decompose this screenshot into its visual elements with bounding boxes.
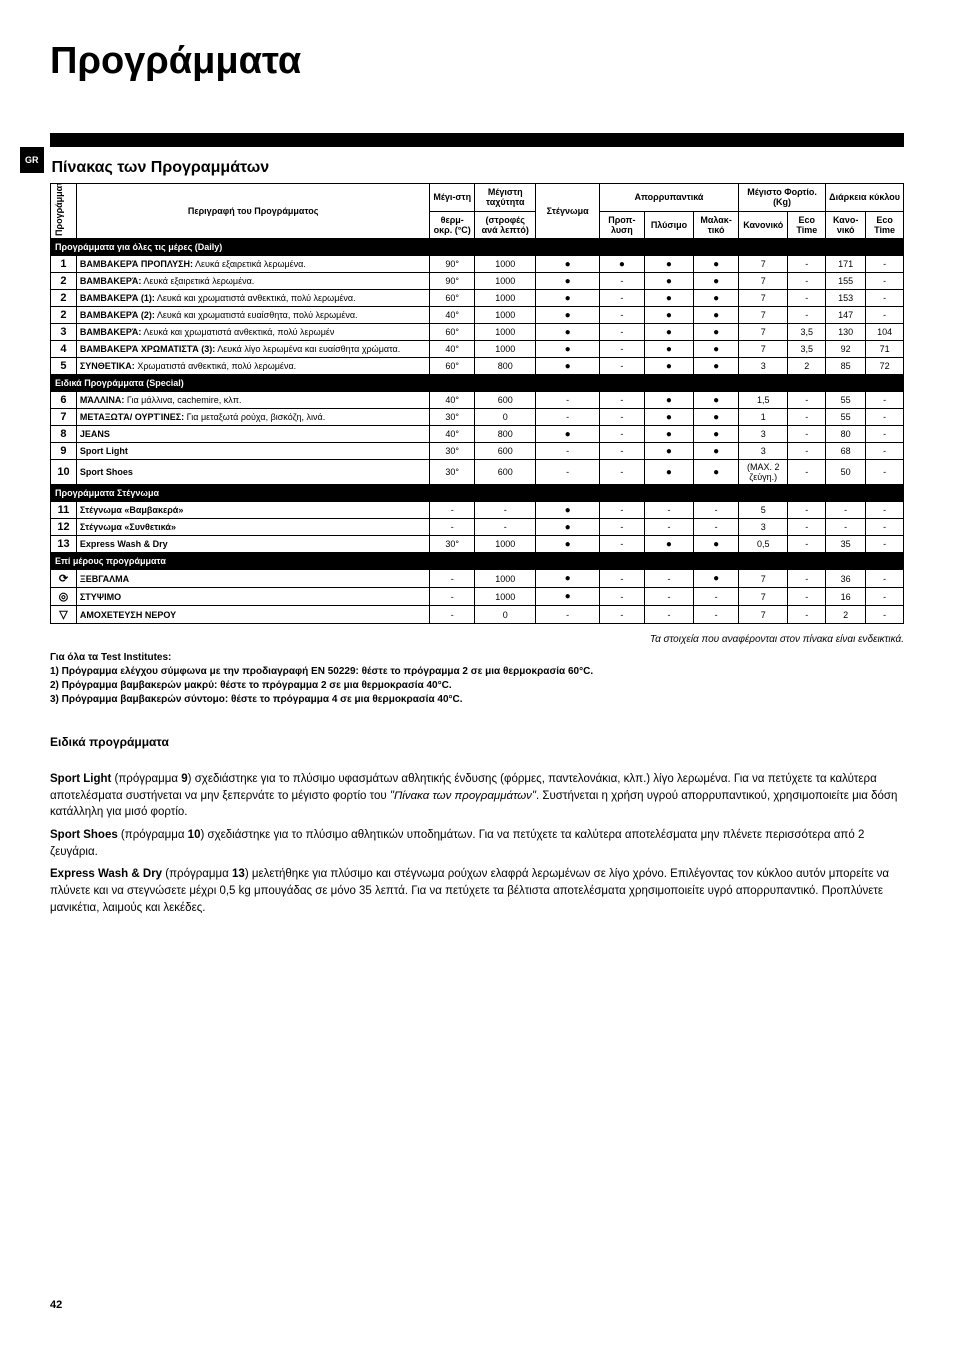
col-temp-top: Μέγι-στη [430, 184, 475, 212]
col-l1: Κανονικό [738, 211, 787, 239]
table-row: 6ΜΆΛΛΙΝΑ: Για μάλλινα, cachemire, κλπ.40… [51, 392, 904, 409]
table-row: 12Στέγνωμα «Συνθετικά»-----3--- [51, 519, 904, 536]
table-row: 8JEANS40°800-3-80- [51, 426, 904, 443]
col-d2: Πλύσιμο [644, 211, 693, 239]
table-row: 7ΜΕΤΑΞΩΤΆ/ ΟΥΡΤΊΝΕΣ: Για μεταξωτά ρούχα,… [51, 409, 904, 426]
col-d1: Προπ-λυση [599, 211, 644, 239]
table-row: 1ΒΑΜΒΑΚΕΡΆ ΠΡΟΠΛΥΣΗ: Λευκά εξαιρετικά λε… [51, 256, 904, 273]
table-row: 2ΒΑΜΒΑΚΕΡΆ (1): Λευκά και χρωματιστά ανθ… [51, 290, 904, 307]
col-du2: Eco Time [866, 211, 904, 239]
test-line: 3) Πρόγραμμα βαμβακερών σύντομο: θέστε τ… [50, 693, 904, 707]
table-section-row: Ειδικά Προγράμματα (Special) [51, 375, 904, 392]
table-section-row: Προγράμματα Στέγνωμα [51, 485, 904, 502]
body-paragraph: Sport Shoes (πρόγραμμα 10) σχεδιάστηκε γ… [50, 827, 904, 860]
table-row: 2ΒΑΜΒΑΚΕΡΆ (2): Λευκά και χρωματιστά ευα… [51, 307, 904, 324]
col-prog: Προγράμματα [54, 186, 64, 236]
test-title: Για όλα τα Test Institutes: [50, 651, 904, 665]
table-row: ◎ΣΤΥΨΙΜΟ-1000---7-16- [51, 588, 904, 606]
col-load: Μέγιστο Φορτίο. (Kg) [738, 184, 825, 212]
lang-badge: GR [20, 147, 44, 173]
table-row: ▽ΑΜΟΧΕΤΕΥΣΗ ΝΕΡΟΥ-0----7-2- [51, 606, 904, 624]
table-section-row: Προγράμματα για όλες τις μέρες (Daily) [51, 239, 904, 256]
table-header: Προγράμματα Περιγραφή του Προγράμματος Μ… [51, 184, 904, 239]
col-deterg: Απορρυπαντικά [599, 184, 738, 212]
col-temp-bot: θερμ-οκρ. (°C) [430, 211, 475, 239]
col-dur: Διάρκεια κύκλου [826, 184, 904, 212]
divider-bar [50, 133, 904, 147]
table-row: 11Στέγνωμα «Βαμβακερά»-----5--- [51, 502, 904, 519]
col-dry: Στέγνωμα [536, 184, 600, 239]
body-paragraph: Express Wash & Dry (πρόγραμμα 13) μελετή… [50, 866, 904, 916]
table-row: ⟳ΞΕΒΓΑΛΜΑ-1000--7-36- [51, 570, 904, 588]
col-l2: Eco Time [788, 211, 826, 239]
col-desc: Περιγραφή του Προγράμματος [76, 184, 429, 239]
table-row: 13Express Wash & Dry30°1000-0,5-35- [51, 536, 904, 553]
test-line: 2) Πρόγραμμα βαμβακερών μακρύ: θέστε το … [50, 679, 904, 693]
test-line: 1) Πρόγραμμα ελέγχου σύμφωνα με την προδ… [50, 665, 904, 679]
table-row: 4ΒΑΜΒΑΚΕΡΆ ΧΡΩΜΑΤΙΣΤΆ (3): Λευκά λίγο λε… [51, 341, 904, 358]
table-section-row: Επί μέρους προγράμματα [51, 553, 904, 570]
col-d3: Μαλακ-τικό [694, 211, 739, 239]
table-heading: Πίνακας των Προγραμμάτων [52, 159, 905, 179]
table-row: 3ΒΑΜΒΑΚΕΡΆ: Λευκά και χρωματιστά ανθεκτι… [51, 324, 904, 341]
col-speed-top: Μέγιστη ταχύτητα [475, 184, 536, 212]
table-row: 10Sport Shoes30°600--(MAX. 2 ζεύγη.)-50- [51, 460, 904, 485]
page-title: Προγράμματα [50, 40, 904, 83]
section-special-title: Ειδικά προγράμματα [50, 735, 904, 749]
col-du1: Κανο-νικό [826, 211, 866, 239]
programmes-table: Προγράμματα Περιγραφή του Προγράμματος Μ… [50, 183, 904, 624]
table-row: 2ΒΑΜΒΑΚΕΡΆ: Λευκά εξαιρετικά λερωμένα.90… [51, 273, 904, 290]
page-number: 42 [50, 1299, 62, 1311]
italic-note: Τα στοιχεία που αναφέρονται στον πίνακα … [50, 634, 904, 645]
table-row: 5ΣΥΝΘΕΤΙΚΑ: Χρωματιστά ανθεκτικά, πολύ λ… [51, 358, 904, 375]
table-body: Προγράμματα για όλες τις μέρες (Daily)1Β… [51, 239, 904, 624]
col-speed-bot: (στροφές ανά λεπτό) [475, 211, 536, 239]
table-row: 9Sport Light30°600--3-68- [51, 443, 904, 460]
body-paragraph: Sport Light (πρόγραμμα 9) σχεδιάστηκε γι… [50, 771, 904, 821]
